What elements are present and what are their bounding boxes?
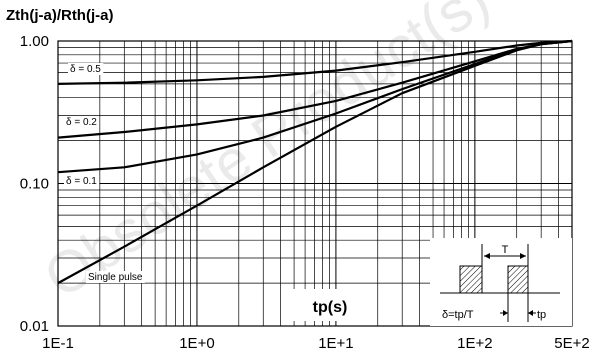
series-label: Single pulse [88, 272, 143, 283]
curve-labels: δ = 0.5 δ = 0.2 δ = 0.1 Single pulse [64, 63, 145, 283]
period-label: T [502, 244, 509, 256]
pulse-inset: T δ=tp/T tp [430, 238, 572, 326]
series-label-background [64, 175, 100, 187]
plot-frame [57, 40, 573, 327]
xlabel-background [286, 289, 374, 321]
duty-cycle-label: δ=tp/T [442, 309, 474, 321]
x-axis-label: tp(s) [313, 299, 348, 316]
inset-background [430, 238, 572, 326]
x-tick-label: 1E+2 [457, 335, 492, 352]
x-tick-label: 1E-1 [42, 335, 74, 352]
chart-title: Zth(j-a)/Rth(j-a) [6, 7, 113, 24]
x-tick-label: 5E+2 [554, 335, 589, 352]
tick-labels: 1E-1 1E+0 1E+1 1E+2 5E+2 0.01 0.10 1.00 [20, 33, 590, 352]
pulse-2 [507, 265, 529, 294]
x-tick-label: 1E+0 [179, 335, 214, 352]
tp-label: tp [537, 309, 546, 321]
series-label: δ = 0.1 [66, 176, 97, 187]
series-line [57, 39, 573, 85]
y-tick-label: 1.00 [20, 33, 49, 50]
series-line [57, 39, 573, 285]
curves [57, 39, 573, 285]
series-label-background [86, 271, 145, 283]
series-label: δ = 0.5 [70, 64, 101, 75]
y-tick-label: 0.01 [20, 318, 49, 335]
y-tick-label: 0.10 [20, 176, 49, 193]
series-label-background [68, 63, 104, 75]
pulse-1 [459, 265, 483, 294]
x-tick-label: 1E+1 [318, 335, 353, 352]
series-label: δ = 0.2 [66, 117, 97, 128]
series-label-background [64, 116, 100, 128]
